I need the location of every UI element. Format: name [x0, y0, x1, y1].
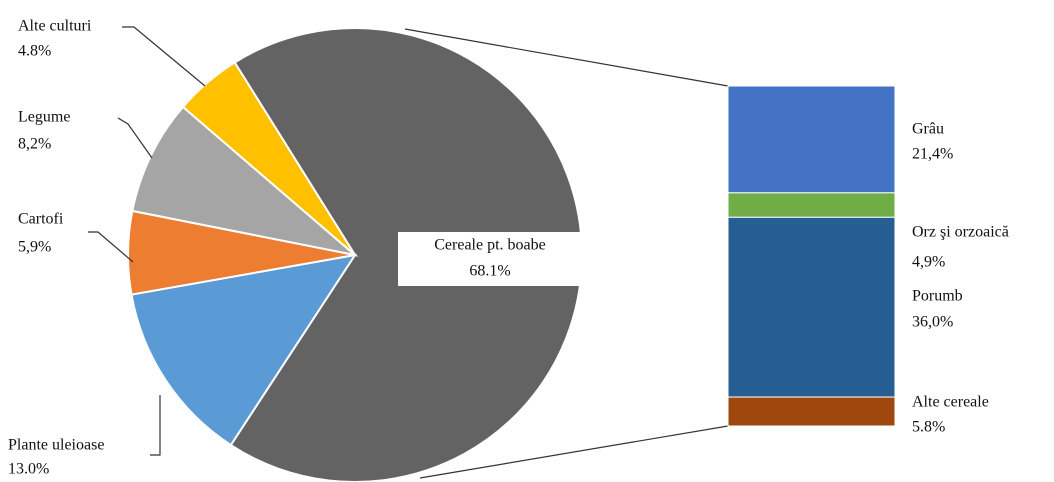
leader-line [117, 117, 153, 159]
connector-line [419, 425, 729, 479]
connector-line [404, 28, 729, 87]
slice-value-label: 4.8% [18, 43, 51, 60]
segment-value-label: 21,4% [912, 146, 953, 163]
segment-label: Porumb [912, 288, 963, 305]
segment-value-label: 5.8% [912, 419, 945, 436]
leader-line [88, 231, 134, 263]
slice-value-label: 13.0% [8, 461, 49, 478]
segment-label: Grâu [912, 121, 944, 138]
bar-segment [727, 85, 896, 194]
slice-value-label: 8,2% [18, 136, 51, 153]
slice-label: Cartofi [18, 211, 64, 228]
slice-value-label: 68.1% [469, 263, 510, 280]
slice-label: Alte culturi [18, 18, 92, 35]
slice-value-label: 5,9% [18, 239, 51, 256]
pie-slice [181, 61, 356, 256]
segment-value-label: 4,9% [912, 254, 945, 271]
pie-slice [130, 253, 358, 447]
slice-label: Legume [18, 109, 70, 126]
bar-segment [727, 396, 896, 427]
bar-segment [727, 216, 896, 398]
leader-line [122, 26, 206, 87]
segment-label: Orz şi orzoaică [912, 224, 1009, 241]
segment-value-label: 36,0% [912, 314, 953, 331]
label-box [398, 232, 582, 286]
segment-label: Alte cereale [912, 394, 989, 411]
slice-label: Plante uleioase [8, 437, 104, 454]
leader-line [150, 395, 161, 456]
slice-label: Cereale pt. boabe [434, 237, 546, 254]
bar-segment [727, 192, 896, 218]
